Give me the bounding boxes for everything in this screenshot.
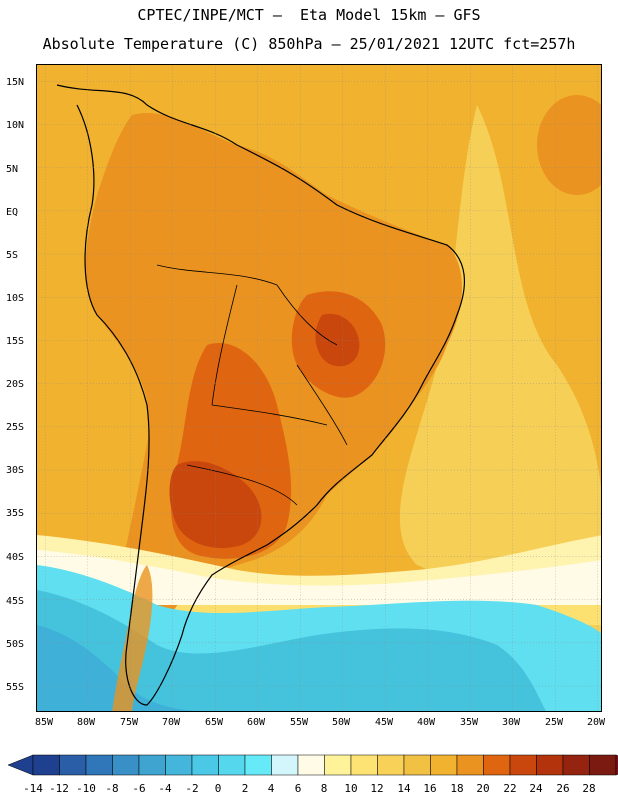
colorbar-label: 2 [241, 782, 249, 795]
colorbar-label: -14 [23, 782, 43, 795]
lon-label: 20W [586, 717, 606, 728]
colorbar-label: 18 [450, 782, 464, 795]
colorbar-label: 8 [320, 782, 328, 795]
colorbar-label: 0 [214, 782, 222, 795]
colorbar-swatch [85, 754, 113, 776]
colorbar-swatch [589, 754, 617, 776]
lon-label: 25W [544, 717, 564, 728]
temperature-field [37, 65, 601, 711]
lat-label: 15N [6, 77, 25, 88]
lat-label: 10S [6, 293, 25, 304]
colorbar-swatch [138, 754, 166, 776]
colorbar-label: 12 [370, 782, 384, 795]
lat-label: 30S [6, 465, 25, 476]
colorbar-left-arrow [7, 754, 34, 776]
lon-label: 40W [416, 717, 436, 728]
lat-label: 20S [6, 379, 25, 390]
colorbar-swatch [32, 754, 60, 776]
colorbar-swatch [403, 754, 431, 776]
colorbar-label: 10 [344, 782, 358, 795]
lat-label: 25S [6, 422, 25, 433]
temperature-map [36, 64, 602, 712]
lon-label: 65W [204, 717, 224, 728]
colorbar-label: -8 [105, 782, 119, 795]
colorbar-label: -12 [49, 782, 69, 795]
colorbar-label: 14 [397, 782, 411, 795]
colorbar-swatch [377, 754, 405, 776]
lat-label: 45S [6, 596, 25, 607]
lon-label: 55W [289, 717, 309, 728]
colorbar-swatch [509, 754, 537, 776]
lon-label: 50W [331, 717, 351, 728]
colorbar-swatch [562, 754, 590, 776]
lon-label: 70W [161, 717, 181, 728]
lon-label: 30W [501, 717, 521, 728]
colorbar-label: 28 [582, 782, 596, 795]
colorbar-swatch [297, 754, 325, 776]
lat-label: 5S [6, 250, 19, 261]
colorbar-swatch [271, 754, 299, 776]
colorbar-swatch [483, 754, 511, 776]
colorbar-swatch [324, 754, 352, 776]
colorbar-label: -4 [158, 782, 172, 795]
colorbar-swatch [456, 754, 484, 776]
lat-label: 40S [6, 552, 25, 563]
lon-label: 45W [374, 717, 394, 728]
colorbar-label: -10 [76, 782, 96, 795]
title-line-2: Absolute Temperature (C) 850hPa – 25/01/… [42, 35, 576, 53]
colorbar-swatch [218, 754, 246, 776]
colorbar-swatch [430, 754, 458, 776]
colorbar-label: 22 [503, 782, 517, 795]
lat-label: 15S [6, 336, 25, 347]
lat-label: EQ [6, 207, 19, 218]
colorbar [7, 754, 618, 776]
lat-label: 10N [6, 120, 25, 131]
colorbar-swatch [59, 754, 87, 776]
lat-label: 5N [6, 164, 19, 175]
colorbar-swatch [191, 754, 219, 776]
colorbar-label: 20 [476, 782, 490, 795]
title-line-1: CPTEC/INPE/MCT – Eta Model 15km – GFS [137, 6, 481, 24]
colorbar-label: 24 [529, 782, 543, 795]
colorbar-label: -6 [132, 782, 146, 795]
colorbar-label: 16 [423, 782, 437, 795]
lat-label: 55S [6, 682, 25, 693]
colorbar-label: -2 [185, 782, 199, 795]
lat-label: 50S [6, 639, 25, 650]
colorbar-swatch [536, 754, 564, 776]
colorbar-swatch [244, 754, 272, 776]
colorbar-label: 26 [556, 782, 570, 795]
colorbar-label: 6 [294, 782, 302, 795]
lon-label: 60W [246, 717, 266, 728]
colorbar-swatch [350, 754, 378, 776]
lon-label: 35W [459, 717, 479, 728]
lon-label: 85W [34, 717, 54, 728]
lat-label: 35S [6, 508, 25, 519]
lon-label: 75W [119, 717, 139, 728]
lon-label: 80W [76, 717, 96, 728]
colorbar-swatch [112, 754, 140, 776]
colorbar-swatch [165, 754, 193, 776]
colorbar-label: 4 [267, 782, 275, 795]
